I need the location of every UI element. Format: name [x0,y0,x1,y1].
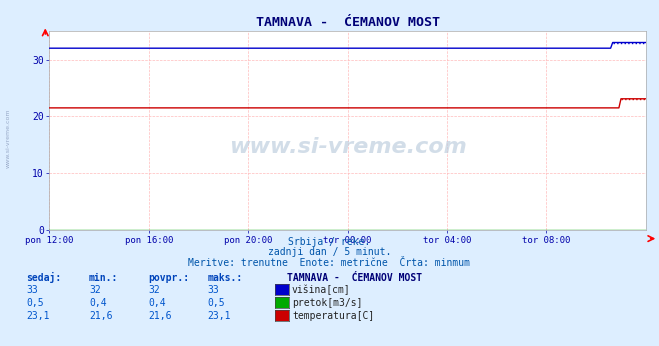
Text: www.si-vreme.com: www.si-vreme.com [5,109,11,168]
Text: 32: 32 [148,285,160,295]
Text: 33: 33 [26,285,38,295]
Text: TAMNAVA -  ĆEMANOV MOST: TAMNAVA - ĆEMANOV MOST [287,273,422,283]
Text: povpr.:: povpr.: [148,273,189,283]
Text: 0,5: 0,5 [26,298,44,308]
Title: TAMNAVA -  ĆEMANOV MOST: TAMNAVA - ĆEMANOV MOST [256,16,440,29]
Text: 23,1: 23,1 [208,311,231,321]
Text: 0,5: 0,5 [208,298,225,308]
Text: maks.:: maks.: [208,273,243,283]
Text: www.si-vreme.com: www.si-vreme.com [229,137,467,156]
Text: Srbija / reke.: Srbija / reke. [289,237,370,247]
Text: višina[cm]: višina[cm] [292,285,351,295]
Text: 0,4: 0,4 [148,298,166,308]
Text: sedaj:: sedaj: [26,272,61,283]
Text: pretok[m3/s]: pretok[m3/s] [292,298,362,308]
Text: 32: 32 [89,285,101,295]
Text: zadnji dan / 5 minut.: zadnji dan / 5 minut. [268,247,391,257]
Text: temperatura[C]: temperatura[C] [292,311,374,321]
Text: 21,6: 21,6 [148,311,172,321]
Text: 21,6: 21,6 [89,311,113,321]
Text: Meritve: trenutne  Enote: metrične  Črta: minmum: Meritve: trenutne Enote: metrične Črta: … [188,258,471,268]
Text: 23,1: 23,1 [26,311,50,321]
Text: 33: 33 [208,285,219,295]
Text: 0,4: 0,4 [89,298,107,308]
Text: min.:: min.: [89,273,119,283]
